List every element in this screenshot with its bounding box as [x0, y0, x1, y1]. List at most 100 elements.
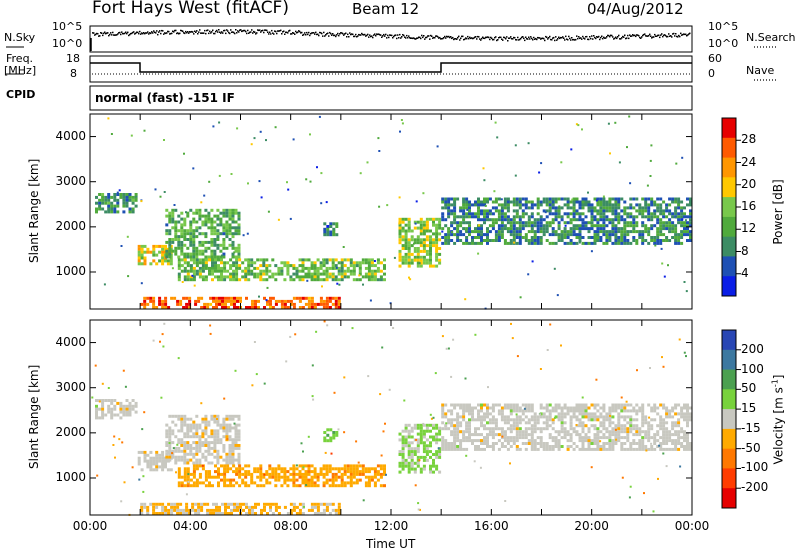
scatter-cell — [343, 376, 346, 379]
data-cell — [438, 453, 442, 456]
data-cell — [265, 481, 269, 485]
data-cell — [432, 232, 435, 236]
data-cell — [662, 436, 666, 440]
data-cell — [477, 218, 480, 222]
data-cell — [524, 447, 528, 451]
data-cell — [557, 215, 561, 219]
data-cell — [462, 233, 466, 237]
data-cell — [301, 306, 305, 309]
data-cell — [572, 215, 576, 219]
data-cell — [488, 239, 492, 242]
data-cell — [183, 266, 187, 270]
noise-sample — [371, 35, 373, 37]
data-cell — [352, 272, 356, 276]
data-cell — [545, 224, 549, 228]
data-cell — [253, 470, 257, 474]
data-cell — [530, 430, 534, 434]
scatter-cell — [564, 224, 567, 227]
data-cell — [180, 211, 184, 215]
noise-sample — [96, 32, 98, 35]
data-cell — [468, 227, 471, 231]
data-cell — [629, 212, 633, 216]
data-cell — [192, 269, 196, 273]
data-cell — [207, 217, 211, 221]
data-cell — [174, 435, 178, 439]
noise-sample — [93, 32, 95, 34]
data-cell — [450, 403, 454, 407]
data-cell — [179, 299, 183, 303]
data-cell — [686, 215, 689, 219]
data-cell — [605, 233, 609, 237]
data-cell — [404, 217, 408, 221]
data-cell — [462, 218, 466, 222]
scatter-cell — [590, 250, 593, 253]
data-cell — [143, 505, 147, 509]
data-cell — [596, 439, 600, 443]
data-cell — [226, 261, 230, 265]
data-cell — [533, 224, 537, 228]
data-cell — [494, 209, 498, 213]
data-cell — [497, 197, 501, 201]
colorbar-segment — [722, 448, 736, 469]
data-cell — [453, 447, 457, 451]
data-cell — [186, 275, 190, 279]
data-cell — [483, 447, 486, 451]
data-cell — [189, 238, 193, 241]
noise-sample — [222, 32, 224, 34]
data-cell — [521, 203, 525, 207]
data-cell — [447, 421, 451, 425]
data-cell — [530, 433, 534, 437]
noise-sample — [652, 36, 654, 38]
data-cell — [367, 269, 371, 273]
data-cell — [608, 418, 612, 422]
noise-sample — [461, 35, 463, 38]
data-cell — [174, 235, 178, 239]
scatter-cell — [168, 442, 171, 444]
data-cell — [422, 455, 426, 459]
data-cell — [95, 210, 98, 214]
data-cell — [650, 409, 654, 413]
data-cell — [533, 447, 537, 451]
data-cell — [307, 464, 311, 468]
data-cell — [533, 221, 537, 225]
data-cell — [432, 217, 435, 221]
data-cell — [614, 215, 618, 219]
data-cell — [171, 238, 175, 241]
noise-sample — [614, 37, 616, 40]
data-cell — [488, 418, 492, 422]
data-cell — [566, 197, 570, 201]
data-cell — [557, 197, 561, 201]
data-cell — [527, 418, 531, 422]
data-cell — [328, 272, 332, 276]
data-cell — [620, 236, 624, 239]
data-cell — [364, 467, 368, 471]
data-cell — [605, 436, 609, 440]
data-cell — [269, 302, 272, 306]
data-cell — [259, 269, 263, 273]
data-cell — [422, 244, 426, 248]
data-cell — [599, 230, 603, 234]
data-cell — [322, 261, 326, 265]
data-cell — [266, 502, 269, 506]
data-cell — [641, 241, 645, 245]
y-tick-label: 3000 — [55, 173, 86, 188]
data-cell — [557, 206, 561, 210]
data-cell — [632, 236, 636, 239]
data-cell — [512, 203, 516, 207]
data-cell — [593, 206, 597, 210]
data-cell — [671, 442, 675, 445]
data-cell — [125, 410, 129, 414]
data-cell — [325, 464, 329, 468]
scatter-cell — [285, 360, 288, 363]
data-cell — [530, 403, 534, 407]
data-cell — [219, 255, 223, 259]
data-cell — [635, 403, 639, 407]
scatter-cell — [114, 456, 116, 459]
data-cell — [174, 238, 178, 241]
data-cell — [244, 278, 248, 282]
data-cell — [623, 221, 627, 225]
data-cell — [521, 409, 525, 413]
data-cell — [158, 459, 162, 463]
noise-sample — [491, 37, 493, 40]
data-cell — [422, 450, 426, 454]
